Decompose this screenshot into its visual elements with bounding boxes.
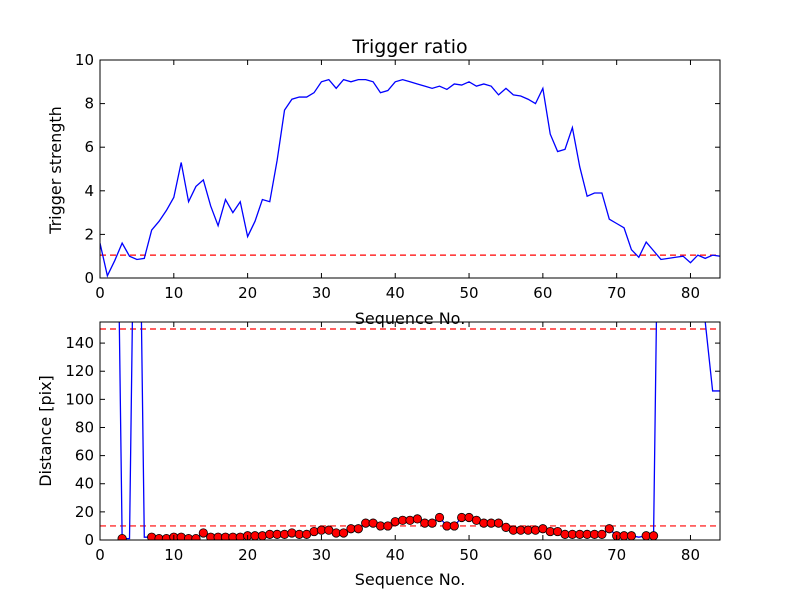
x-tick-label: 50 xyxy=(460,284,479,302)
x-tick-label: 50 xyxy=(460,546,479,564)
trigger-plot-area xyxy=(100,78,720,278)
x-tick-label: 70 xyxy=(607,284,626,302)
x-tick-label: 80 xyxy=(681,546,700,564)
data-point xyxy=(309,526,319,537)
chart-title: Trigger ratio xyxy=(351,36,467,58)
y-tick-label: 10 xyxy=(75,51,94,69)
data-point xyxy=(117,533,127,540)
x-tick-label: 60 xyxy=(533,546,552,564)
data-point xyxy=(449,521,459,531)
distance-plot-area xyxy=(100,322,720,540)
trigger-x-axis-label: Sequence No. xyxy=(355,309,466,328)
data-point xyxy=(257,531,267,540)
data-point xyxy=(597,529,607,539)
distance-y-axis-label: Distance [pix] xyxy=(36,375,55,487)
y-tick-label: 140 xyxy=(65,334,94,352)
y-tick-label: 60 xyxy=(75,447,94,465)
y-tick-label: 20 xyxy=(75,503,94,521)
y-tick-label: 2 xyxy=(84,225,94,243)
data-point xyxy=(405,515,415,525)
x-tick-label: 40 xyxy=(386,546,405,564)
y-tick-label: 40 xyxy=(75,475,94,493)
data-point xyxy=(427,518,437,528)
y-tick-label: 0 xyxy=(84,531,94,549)
trigger-y-axis-label: Trigger strength xyxy=(46,106,65,235)
x-tick-label: 0 xyxy=(95,284,105,302)
x-tick-label: 0 xyxy=(95,546,105,564)
data-point xyxy=(493,518,504,528)
x-tick-label: 70 xyxy=(607,546,626,564)
trigger-axes-frame xyxy=(99,59,721,279)
data-point xyxy=(279,529,290,539)
data-point xyxy=(383,521,393,531)
data-point xyxy=(338,528,349,538)
distance-axes-frame xyxy=(99,321,721,541)
data-point xyxy=(390,517,400,527)
distance-panel: 0 10 20 30 40 50 60 70 80 0 20 40 60 80 100 120 140 Sequ… xyxy=(36,321,721,589)
x-tick-label: 20 xyxy=(238,284,257,302)
y-tick-label: 120 xyxy=(65,362,94,380)
x-tick-label: 40 xyxy=(386,284,405,302)
data-point xyxy=(198,528,208,538)
y-tick-label: 8 xyxy=(84,95,94,113)
x-tick-label: 10 xyxy=(164,284,183,302)
y-tick-label: 100 xyxy=(65,390,94,408)
distance-ticks: 0 10 20 30 40 50 60 70 80 0 20 40 60 80 100 120 140 xyxy=(65,322,720,564)
distance-x-axis-label: Sequence No. xyxy=(355,570,466,589)
data-point xyxy=(353,524,363,534)
y-tick-label: 80 xyxy=(75,418,94,436)
data-point xyxy=(604,524,614,534)
series-line xyxy=(118,322,720,540)
data-point xyxy=(530,525,541,535)
series-line xyxy=(100,78,720,278)
data-point xyxy=(648,531,659,540)
trigger-ticks: 0 10 20 30 40 50 60 70 80 0 2 4 6 8 10 xyxy=(75,51,720,302)
data-point xyxy=(191,533,201,540)
x-tick-label: 80 xyxy=(681,284,700,302)
data-point xyxy=(626,531,637,540)
data-point xyxy=(412,514,422,524)
data-point xyxy=(161,533,172,540)
x-tick-label: 60 xyxy=(533,284,552,302)
x-tick-label: 20 xyxy=(238,546,257,564)
y-tick-label: 4 xyxy=(84,182,94,200)
x-tick-label: 30 xyxy=(312,546,331,564)
data-point xyxy=(434,512,445,523)
y-tick-label: 0 xyxy=(84,269,94,287)
x-tick-label: 10 xyxy=(164,546,183,564)
y-tick-label: 6 xyxy=(84,138,94,156)
trigger-ratio-panel: Trigger ratio 0 10 20 30 40 50 60 70 80 0 2 4 6 8 10 S… xyxy=(46,36,721,328)
x-tick-label: 30 xyxy=(312,284,331,302)
data-point xyxy=(287,528,297,538)
